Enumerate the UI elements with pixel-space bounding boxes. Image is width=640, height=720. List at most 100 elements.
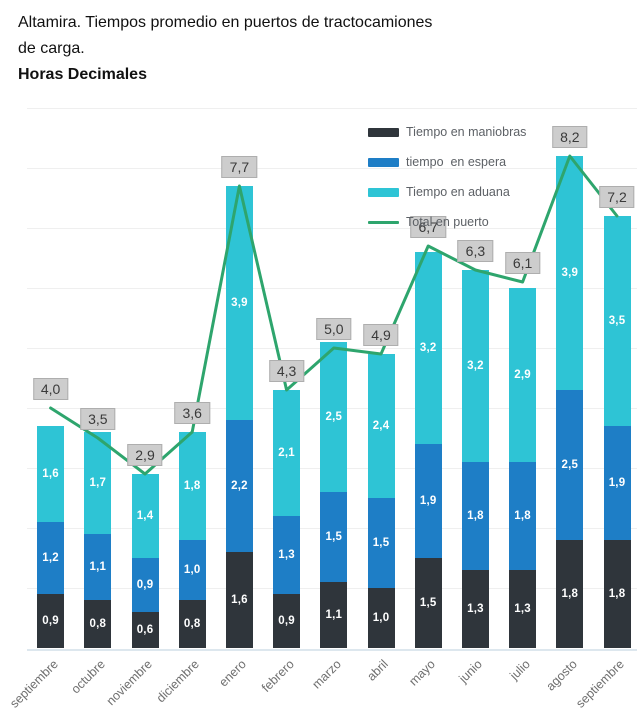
bar-segment-espera-diciembre-3: 1,0 bbox=[178, 540, 206, 600]
legend-item-3: Total en puerto bbox=[368, 212, 526, 232]
legend-label-0: Tiempo en maniobras bbox=[406, 125, 527, 139]
bar-segment-value: 1,5 bbox=[372, 537, 390, 549]
bar-segment-value: 3,2 bbox=[419, 342, 437, 354]
bar-segment-value: 2,1 bbox=[278, 447, 295, 459]
total-label-4: 7,7 bbox=[221, 156, 258, 178]
bar-segment-value: 0,8 bbox=[183, 618, 201, 630]
legend-item-2: Tiempo en aduana bbox=[368, 182, 526, 202]
legend: Tiempo en maniobras tiempo en espera Tiemp… bbox=[368, 122, 526, 242]
x-axis-line bbox=[27, 649, 637, 651]
bar-segment-espera-enero-4: 2,2 bbox=[225, 420, 253, 552]
gridline-6 bbox=[27, 288, 637, 289]
bar-segment-espera-noviembre-2: 0,9 bbox=[131, 558, 159, 612]
bar-segment-value: 0,9 bbox=[136, 579, 154, 591]
bar-segment-aduana-abril-7: 2,4 bbox=[367, 354, 395, 498]
bar-segment-value: 1,1 bbox=[325, 609, 343, 621]
bar-segment-value: 1,1 bbox=[89, 561, 107, 573]
gridline-8 bbox=[27, 168, 637, 169]
bar-segment-value: 2,9 bbox=[514, 369, 531, 381]
bar-segment-value: 2,4 bbox=[372, 420, 390, 432]
total-label-12: 7,2 bbox=[599, 186, 635, 208]
bar-segment-aduana-enero-4: 3,9 bbox=[225, 186, 253, 420]
total-label-11: 8,2 bbox=[552, 126, 588, 148]
bar-segment-espera-septiembre-12: 1,9 bbox=[603, 426, 631, 540]
chart-title-block: Altamira. Tiempos promedio en puertos de… bbox=[18, 10, 432, 88]
bar-segment-value: 1,9 bbox=[608, 477, 626, 489]
bar-segment-espera-abril-7: 1,5 bbox=[367, 498, 395, 588]
bar-segment-espera-junio-9: 1,8 bbox=[461, 462, 489, 570]
bar-segment-maniobras-diciembre-3: 0,8 bbox=[178, 600, 206, 648]
bar-segment-value: 1,3 bbox=[278, 549, 295, 561]
bar-segment-value: 0,9 bbox=[42, 615, 59, 627]
bar-segment-maniobras-enero-4: 1,6 bbox=[225, 552, 253, 648]
total-label-2: 2,9 bbox=[127, 444, 163, 466]
chart-title-line-2: de carga. bbox=[18, 40, 85, 57]
bar-segment-aduana-septiembre-12: 3,5 bbox=[603, 216, 631, 426]
legend-bar-swatch bbox=[368, 157, 399, 167]
legend-label-2: Tiempo en aduana bbox=[406, 185, 510, 199]
bar-segment-maniobras-junio-9: 1,3 bbox=[461, 570, 489, 648]
bar-segment-value: 1,2 bbox=[42, 552, 59, 564]
bar-segment-value: 2,5 bbox=[325, 411, 343, 423]
bar-segment-maniobras-septiembre-12: 1,8 bbox=[603, 540, 631, 648]
bar-segment-maniobras-noviembre-2: 0,6 bbox=[131, 612, 159, 648]
chart-subtitle-units: Horas Decimales bbox=[18, 66, 147, 83]
bar-segment-espera-febrero-5: 1,3 bbox=[273, 516, 301, 594]
bar-segment-value: 3,9 bbox=[231, 297, 248, 309]
total-label-1: 3,5 bbox=[80, 408, 116, 430]
bar-segment-value: 1,8 bbox=[183, 480, 201, 492]
legend-item-0: Tiempo en maniobras bbox=[368, 122, 526, 142]
bar-segment-aduana-mayo-8: 3,2 bbox=[414, 252, 442, 444]
bar-segment-value: 1,6 bbox=[42, 468, 59, 480]
bar-segment-maniobras-julio-10: 1,3 bbox=[509, 570, 537, 648]
bar-segment-espera-julio-10: 1,8 bbox=[509, 462, 537, 570]
bar-segment-value: 1,0 bbox=[372, 612, 390, 624]
bar-segment-maniobras-octubre-1: 0,8 bbox=[84, 600, 112, 648]
bar-segment-espera-octubre-1: 1,1 bbox=[84, 534, 112, 600]
total-label-10: 6,1 bbox=[504, 252, 541, 274]
bar-segment-espera-marzo-6: 1,5 bbox=[320, 492, 348, 582]
bar-segment-value: 1,8 bbox=[608, 588, 626, 600]
bar-segment-value: 1,8 bbox=[561, 588, 579, 600]
legend-bar-swatch bbox=[368, 187, 399, 197]
total-label-3: 3,6 bbox=[174, 402, 210, 424]
bar-segment-value: 1,5 bbox=[325, 531, 343, 543]
bar-segment-aduana-septiembre-0: 1,6 bbox=[37, 426, 65, 522]
bar-segment-value: 0,8 bbox=[89, 618, 107, 630]
legend-line-swatch bbox=[368, 220, 399, 224]
bar-segment-value: 1,4 bbox=[136, 510, 154, 522]
legend-label-1: tiempo en espera bbox=[406, 155, 507, 169]
bar-segment-aduana-julio-10: 2,9 bbox=[509, 288, 537, 462]
bar-segment-value: 3,2 bbox=[467, 360, 484, 372]
total-label-5: 4,3 bbox=[268, 360, 305, 382]
bar-segment-value: 1,3 bbox=[467, 603, 484, 615]
total-label-9: 6,3 bbox=[457, 240, 494, 262]
bar-segment-value: 2,5 bbox=[561, 459, 579, 471]
bar-segment-value: 3,5 bbox=[608, 315, 626, 327]
bar-segment-value: 1,7 bbox=[89, 477, 107, 489]
bar-segment-maniobras-abril-7: 1,0 bbox=[367, 588, 395, 648]
bar-segment-espera-mayo-8: 1,9 bbox=[414, 444, 442, 558]
legend-bar-swatch bbox=[368, 127, 399, 137]
bar-segment-aduana-octubre-1: 1,7 bbox=[84, 432, 112, 534]
bar-segment-maniobras-marzo-6: 1,1 bbox=[320, 582, 348, 648]
bar-segment-value: 1,5 bbox=[419, 597, 437, 609]
bar-segment-aduana-junio-9: 3,2 bbox=[461, 270, 489, 462]
total-label-7: 4,9 bbox=[363, 324, 399, 346]
bar-segment-maniobras-mayo-8: 1,5 bbox=[414, 558, 442, 648]
bar-segment-value: 1,0 bbox=[183, 564, 201, 576]
legend-label-3: Total en puerto bbox=[406, 215, 489, 229]
total-label-6: 5,0 bbox=[316, 318, 352, 340]
bar-segment-value: 1,3 bbox=[514, 603, 531, 615]
bar-segment-value: 2,2 bbox=[231, 480, 248, 492]
gridline-9 bbox=[27, 108, 637, 109]
bar-segment-aduana-diciembre-3: 1,8 bbox=[178, 432, 206, 540]
bar-segment-aduana-agosto-11: 3,9 bbox=[556, 156, 584, 390]
total-label-0: 4,0 bbox=[32, 378, 69, 400]
bar-segment-espera-septiembre-0: 1,2 bbox=[37, 522, 65, 594]
bar-segment-aduana-noviembre-2: 1,4 bbox=[131, 474, 159, 558]
bar-segment-value: 3,9 bbox=[561, 267, 579, 279]
bar-segment-value: 0,9 bbox=[278, 615, 295, 627]
